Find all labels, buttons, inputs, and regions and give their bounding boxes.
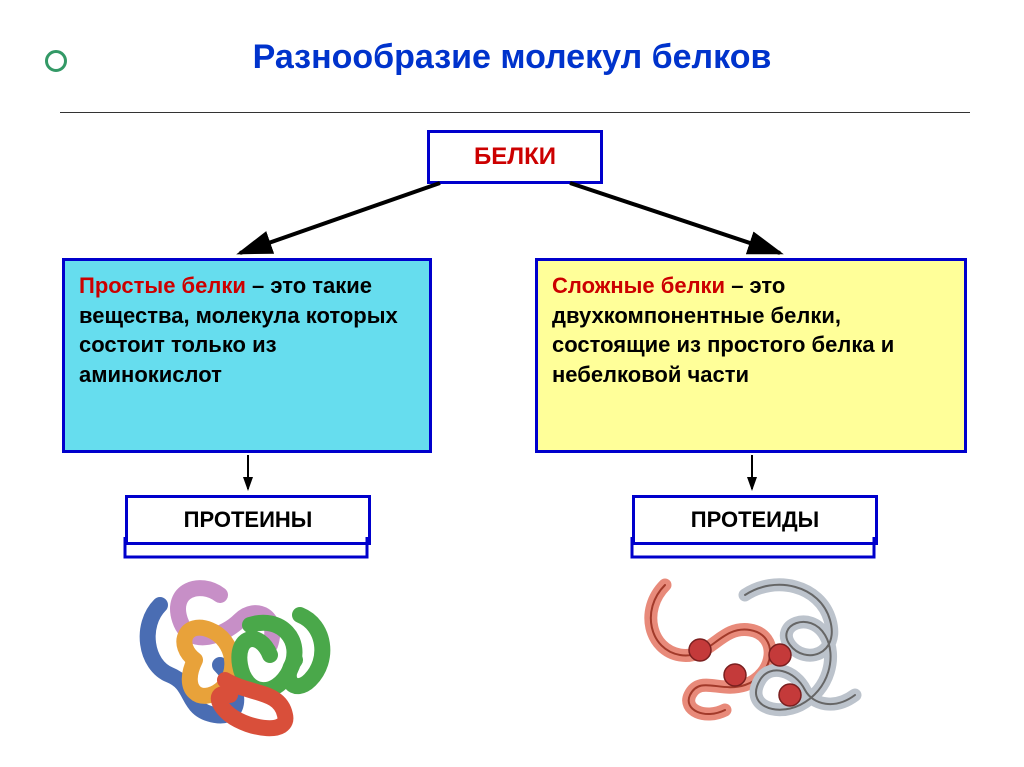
root-label: БЕЛКИ — [474, 143, 556, 171]
definition-simple: Простые белки – это такие вещества, моле… — [62, 258, 432, 453]
result-right-label: ПРОТЕИДЫ — [691, 507, 819, 533]
arrow-root-left — [230, 178, 450, 258]
arrow-def-right-down — [742, 453, 762, 495]
def-right-head: Сложные белки — [552, 273, 725, 298]
root-node: БЕЛКИ — [427, 130, 603, 184]
result-proteids: ПРОТЕИДЫ — [632, 495, 878, 545]
def-left-head: Простые белки — [79, 273, 246, 298]
definition-complex: Сложные белки – это двухкомпонентные бел… — [535, 258, 967, 453]
page-title: Разнообразие молекул белков — [0, 38, 1024, 77]
arrow-def-left-down — [238, 453, 258, 495]
divider — [60, 112, 970, 113]
protein-complex-illustration — [625, 555, 895, 745]
protein-simple-illustration — [130, 565, 360, 740]
result-proteins: ПРОТЕИНЫ — [125, 495, 371, 545]
result-left-label: ПРОТЕИНЫ — [184, 507, 313, 533]
arrow-root-right — [560, 178, 790, 258]
